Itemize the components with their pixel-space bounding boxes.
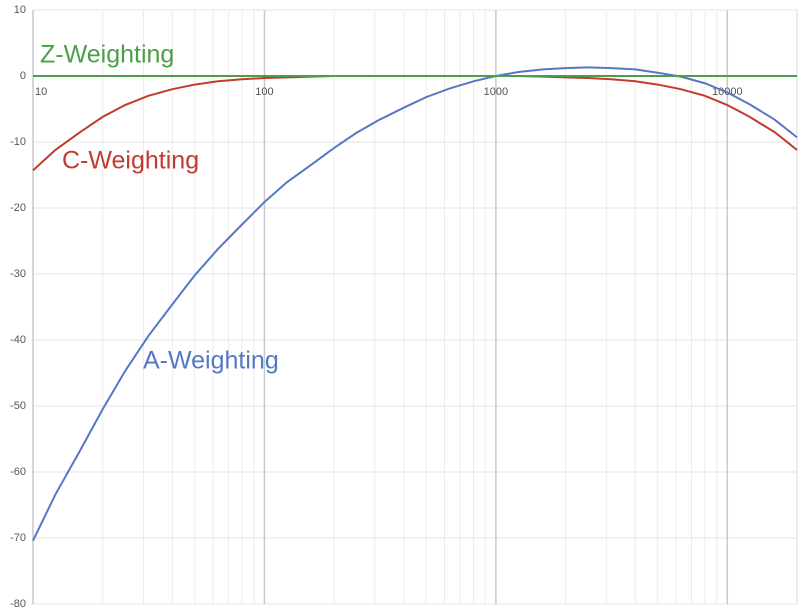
x-tick-label: 10 xyxy=(35,86,47,98)
y-tick-label: -70 xyxy=(10,532,26,544)
y-tick-label: -20 xyxy=(10,202,26,214)
y-tick-label: -60 xyxy=(10,466,26,478)
series-label: C-Weighting xyxy=(62,147,199,175)
series-label: A-Weighting xyxy=(143,347,279,375)
plot-area xyxy=(32,9,798,605)
y-tick-label: -10 xyxy=(10,136,26,148)
y-tick-label: -30 xyxy=(10,268,26,280)
x-tick-label: 1000 xyxy=(484,86,508,98)
x-tick-label: 100 xyxy=(255,86,273,98)
y-tick-label: 10 xyxy=(14,4,26,16)
series-label: Z-Weighting xyxy=(40,41,174,69)
series-line xyxy=(32,66,798,542)
y-tick-label: -50 xyxy=(10,400,26,412)
y-tick-label: 0 xyxy=(20,70,26,82)
y-tick-label: -80 xyxy=(10,598,26,610)
y-tick-label: -40 xyxy=(10,334,26,346)
